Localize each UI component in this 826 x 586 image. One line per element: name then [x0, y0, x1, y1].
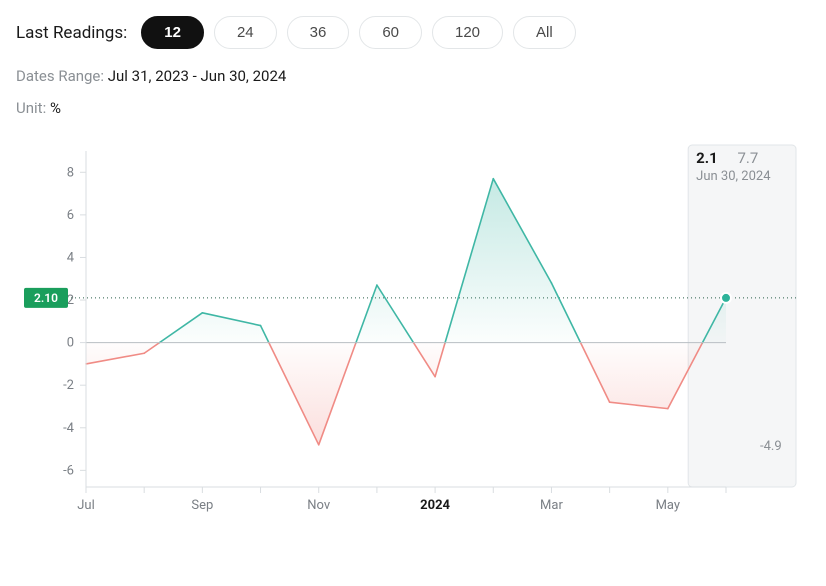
- unit-label: Unit:: [16, 99, 46, 117]
- tooltip-secondary-value: 7.7: [737, 149, 758, 167]
- svg-text:-2: -2: [63, 378, 74, 393]
- svg-text:Nov: Nov: [307, 498, 331, 513]
- chart-container: -6-4-2024682.10JulSepNov2024MarMay 2.1 7…: [16, 131, 810, 531]
- svg-text:8: 8: [67, 165, 74, 180]
- readings-pill-36[interactable]: 36: [287, 16, 350, 49]
- dates-range-label: Dates Range:: [16, 67, 104, 85]
- svg-text:2024: 2024: [420, 498, 450, 513]
- svg-text:6: 6: [67, 208, 74, 223]
- svg-text:Sep: Sep: [191, 498, 213, 513]
- readings-pill-12[interactable]: 12: [141, 16, 204, 49]
- tooltip-date: Jun 30, 2024: [696, 169, 770, 184]
- tooltip-primary-value: 2.1: [696, 149, 718, 167]
- svg-text:-6: -6: [63, 463, 74, 478]
- svg-text:Jul: Jul: [77, 498, 95, 513]
- readings-pill-120[interactable]: 120: [432, 16, 503, 49]
- svg-text:2.10: 2.10: [34, 291, 58, 305]
- readings-pill-60[interactable]: 60: [359, 16, 422, 49]
- svg-text:-4: -4: [63, 421, 75, 436]
- value-tooltip: 2.1 7.7 Jun 30, 2024: [696, 149, 770, 184]
- chart-svg: -6-4-2024682.10JulSepNov2024MarMay: [16, 131, 810, 531]
- readings-filter-row: Last Readings: 12 24 36 60 120 All: [16, 16, 810, 49]
- readings-pill-all[interactable]: All: [513, 16, 576, 49]
- dates-range: Dates Range: Jul 31, 2023 - Jun 30, 2024: [16, 67, 810, 85]
- unit-line: Unit: %: [16, 99, 810, 117]
- readings-label: Last Readings:: [16, 23, 127, 43]
- end-low-label: -4.9: [760, 439, 782, 454]
- svg-text:4: 4: [67, 250, 75, 265]
- svg-text:Mar: Mar: [540, 498, 563, 513]
- svg-text:0: 0: [67, 336, 74, 351]
- dates-range-value: Jul 31, 2023 - Jun 30, 2024: [108, 67, 287, 85]
- readings-pill-24[interactable]: 24: [214, 16, 277, 49]
- svg-text:May: May: [656, 498, 680, 513]
- unit-value: %: [50, 99, 61, 117]
